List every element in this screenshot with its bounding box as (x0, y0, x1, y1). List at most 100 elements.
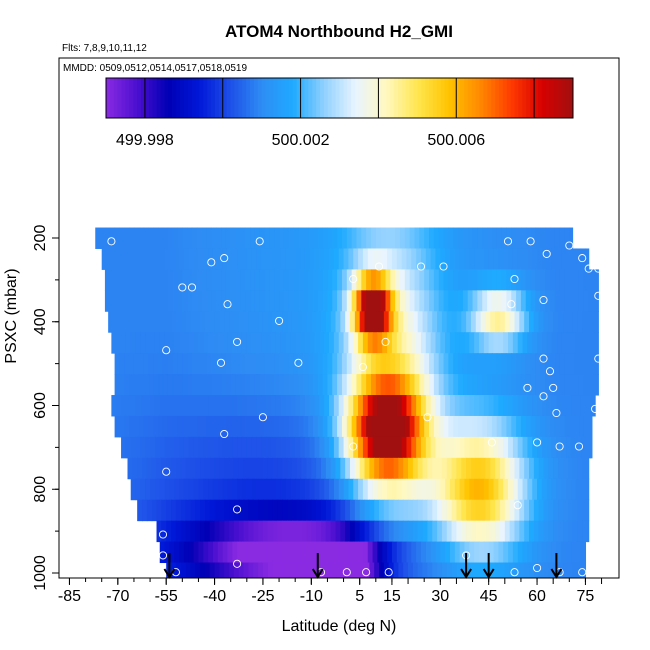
heatmap-cell (267, 457, 274, 480)
heatmap-cell (183, 541, 190, 564)
heatmap-cell (166, 311, 172, 333)
heatmap-cell (216, 227, 222, 249)
heatmap-cell (537, 478, 543, 501)
observation-point (233, 505, 242, 514)
heatmap-cell (530, 290, 537, 312)
colorbar-swatch (273, 78, 278, 118)
heatmap-cell (121, 436, 127, 459)
heatmap-cell (430, 541, 437, 564)
heatmap-cell (580, 436, 587, 459)
heatmap-cell (142, 457, 148, 480)
heatmap-cell (491, 269, 498, 291)
heatmap-cell (350, 311, 356, 333)
heatmap-cell (227, 478, 233, 501)
heatmap-cell (232, 248, 238, 270)
heatmap-cell (420, 541, 427, 564)
heatmap-cell (530, 353, 537, 375)
heatmap-cell (354, 562, 361, 578)
heatmap-cell (430, 436, 437, 459)
heatmap-cell (562, 562, 569, 578)
heatmap-cell (520, 353, 527, 375)
heatmap-cell (416, 248, 422, 270)
heatmap-cell (398, 562, 404, 578)
heatmap-cell (461, 311, 467, 333)
heatmap-cell (495, 562, 501, 578)
colorbar-swatch (316, 78, 321, 118)
heatmap-cell (445, 332, 451, 354)
heatmap-cell (261, 332, 267, 354)
heatmap-cell (549, 353, 556, 375)
heatmap-cell (474, 248, 480, 270)
heatmap-cell (312, 415, 319, 438)
heatmap-cell (351, 269, 358, 291)
heatmap-cell (514, 457, 520, 480)
heatmap-cell (314, 332, 320, 354)
heatmap-cell (174, 395, 180, 417)
flight-arrow-head (482, 568, 495, 579)
heatmap-cell (295, 436, 301, 459)
heatmap-cell (240, 269, 246, 291)
flight-arrow (482, 553, 495, 579)
heatmap-cell (509, 562, 516, 578)
heatmap-cell (146, 499, 153, 522)
heatmap-cell (356, 374, 362, 396)
heatmap-cell (443, 374, 449, 396)
heatmap-cell (414, 353, 420, 375)
heatmap-cell (156, 520, 162, 543)
colorbar-swatch (483, 78, 488, 118)
flight-arrow (460, 553, 472, 579)
colorbar-swatch (238, 78, 243, 118)
heatmap-cell (548, 311, 554, 333)
colorbar-swatch (374, 78, 379, 118)
heatmap-cell (477, 415, 483, 438)
heatmap-cell (341, 227, 348, 249)
heatmap-cell (456, 457, 462, 480)
heatmap-cell (261, 478, 267, 501)
heatmap-cell (180, 457, 187, 480)
heatmap-cell (422, 311, 429, 333)
heatmap-cell (574, 290, 580, 312)
heatmap-cell (419, 353, 425, 375)
heatmap-cell (114, 269, 121, 291)
colorbar-tick-label: 499.998 (116, 132, 174, 149)
colorbar-swatch (195, 78, 200, 118)
heatmap-cell (396, 436, 403, 459)
heatmap-cell (259, 415, 266, 438)
heatmap-cell (488, 332, 495, 354)
heatmap-cell (390, 374, 396, 396)
heatmap-cell (528, 562, 535, 578)
heatmap-cell (477, 269, 483, 291)
heatmap-cell (527, 395, 533, 417)
heatmap-cell (462, 415, 469, 438)
heatmap-cell (111, 248, 117, 270)
heatmap-cell (250, 227, 256, 249)
heatmap-cell (461, 457, 467, 480)
heatmap-cell (151, 311, 158, 333)
heatmap-cell (548, 499, 554, 522)
heatmap-cell (472, 269, 478, 291)
heatmap-cell (469, 332, 475, 354)
heatmap-cell (430, 478, 437, 501)
colorbar-swatch (285, 78, 290, 118)
heatmap-cell (408, 499, 414, 522)
heatmap-cell (306, 311, 312, 333)
heatmap-cell (166, 499, 172, 522)
heatmap-cell (306, 520, 312, 543)
heatmap-cell (516, 353, 522, 375)
observation-point (220, 429, 229, 439)
heatmap-cell (514, 520, 520, 543)
heatmap-cell (411, 478, 417, 501)
heatmap-cell (187, 353, 193, 375)
heatmap-cell (390, 353, 396, 375)
heatmap-cell (275, 436, 282, 459)
colorbar-swatch (203, 78, 208, 118)
heatmap-cell (180, 562, 187, 578)
heatmap-cell (358, 478, 364, 501)
heatmap-cell (229, 311, 235, 333)
heatmap-cell (588, 415, 593, 438)
heatmap-cell (206, 290, 212, 312)
heatmap-cell (338, 395, 345, 417)
heatmap-cell (466, 311, 472, 333)
heatmap-cell (535, 227, 541, 249)
heatmap-cell (401, 332, 408, 354)
